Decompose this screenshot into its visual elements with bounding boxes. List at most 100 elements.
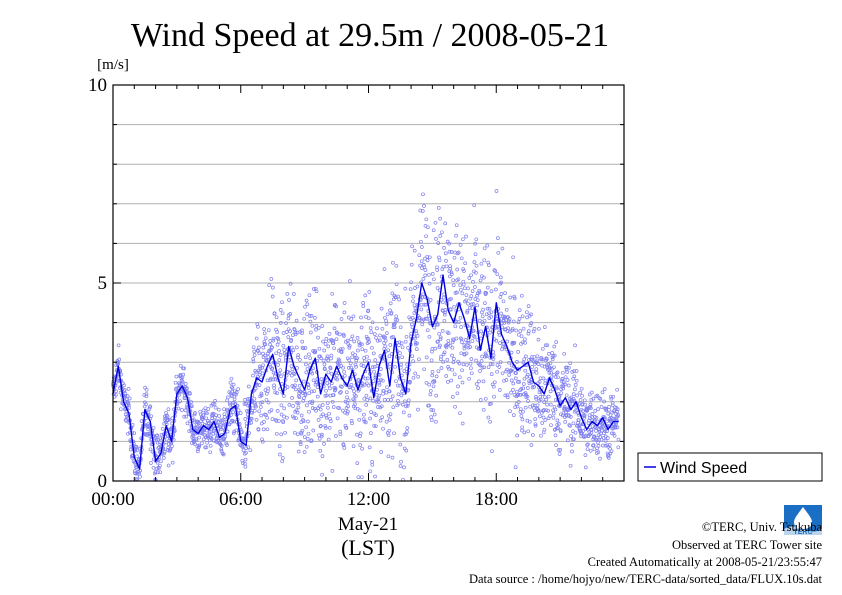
data-point (329, 356, 333, 361)
data-point (244, 446, 249, 451)
data-point (444, 343, 449, 347)
data-point (442, 318, 447, 323)
data-point (462, 269, 466, 273)
data-point (534, 395, 538, 399)
data-point (351, 314, 356, 319)
data-point (275, 409, 280, 413)
data-point (372, 369, 376, 374)
data-point (244, 450, 248, 455)
x-tick-label: 00:00 (91, 489, 134, 510)
data-point (316, 335, 320, 340)
data-point (302, 435, 307, 439)
data-point (434, 393, 439, 398)
credit-line-1: ©TERC, Univ. Tsukuba (702, 520, 823, 534)
data-point (315, 394, 320, 399)
data-point (408, 287, 413, 292)
data-point (411, 294, 416, 299)
data-point (297, 383, 302, 388)
data-point (330, 469, 335, 473)
data-point (409, 262, 414, 267)
data-point (333, 386, 338, 391)
data-point (394, 263, 399, 268)
data-point (118, 407, 123, 412)
data-point (151, 465, 156, 470)
data-point (459, 325, 463, 329)
data-point (280, 459, 285, 464)
data-point (571, 421, 576, 426)
data-point (400, 402, 405, 407)
data-point (598, 456, 602, 461)
data-point (504, 378, 509, 382)
data-point (345, 411, 350, 416)
data-point (466, 301, 470, 306)
data-point (304, 425, 308, 430)
data-point (515, 433, 520, 438)
data-point (308, 356, 313, 361)
data-point (551, 415, 556, 420)
data-point (457, 361, 462, 366)
data-point (328, 419, 333, 423)
data-point (521, 326, 526, 331)
data-point (509, 390, 513, 395)
data-point (451, 278, 456, 283)
data-point (448, 307, 453, 312)
data-point (568, 423, 572, 428)
data-point (170, 460, 175, 465)
data-point (374, 399, 379, 404)
data-point (377, 380, 381, 385)
data-point (419, 302, 424, 307)
data-point (383, 338, 388, 343)
data-point (261, 345, 266, 350)
data-point (479, 329, 484, 334)
data-point (349, 419, 354, 423)
data-point (245, 397, 250, 402)
data-point (395, 318, 400, 322)
data-point (561, 370, 565, 375)
data-point (455, 267, 460, 272)
data-point (293, 330, 298, 335)
data-point (392, 321, 397, 326)
data-point (460, 421, 465, 426)
data-point (407, 413, 412, 418)
data-point (449, 378, 454, 383)
data-point (531, 369, 535, 374)
data-point (254, 404, 258, 409)
data-point (424, 302, 428, 307)
data-point (243, 417, 248, 421)
data-point (219, 427, 223, 432)
data-point (489, 372, 494, 376)
data-point (387, 389, 392, 394)
data-point (534, 367, 539, 371)
data-point (271, 370, 276, 375)
data-point (445, 358, 450, 362)
data-point (201, 408, 206, 413)
data-point (266, 351, 270, 356)
data-point (246, 445, 251, 450)
data-point (518, 407, 523, 412)
data-point (180, 408, 184, 412)
data-point (265, 427, 270, 432)
data-point (393, 364, 397, 369)
data-point (448, 274, 452, 279)
data-point (579, 386, 584, 391)
data-point (399, 393, 404, 398)
data-point (389, 397, 393, 402)
data-point (497, 388, 502, 392)
data-point (367, 445, 372, 450)
data-point (448, 343, 453, 348)
data-point (586, 421, 591, 425)
data-point (193, 411, 197, 415)
data-point (213, 405, 218, 410)
data-point (323, 424, 328, 428)
data-point (481, 307, 485, 312)
data-point (331, 338, 336, 343)
data-point (424, 217, 429, 222)
data-point (349, 383, 354, 387)
credit-line-2: Observed at TERC Tower site (672, 538, 822, 552)
data-point (439, 366, 444, 370)
data-point (449, 272, 454, 277)
data-point (383, 344, 388, 349)
data-point (295, 330, 300, 335)
data-point (321, 339, 325, 344)
data-point (260, 400, 265, 405)
